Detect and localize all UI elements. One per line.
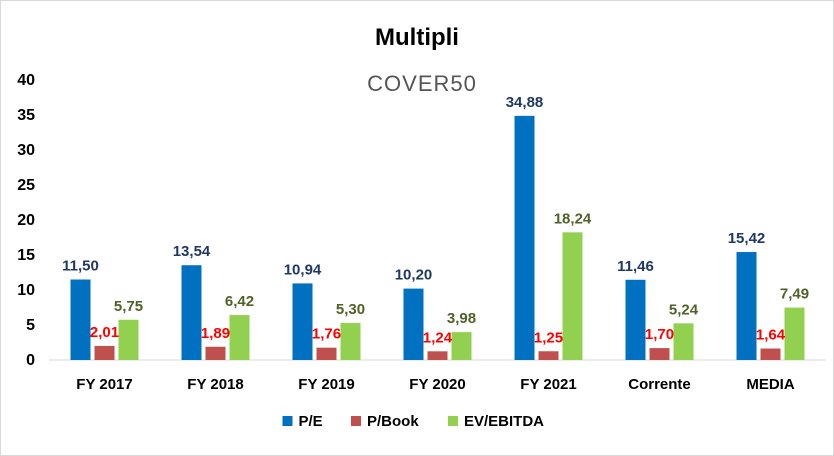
data-label: 1,89 (201, 325, 230, 342)
data-label: 1,25 (534, 329, 563, 346)
data-label: 5,30 (336, 301, 365, 318)
data-label: 18,24 (554, 210, 592, 227)
bar (760, 348, 781, 360)
x-tick-label: FY 2017 (76, 376, 132, 393)
legend-swatch (282, 416, 293, 426)
data-label: 7,49 (780, 286, 809, 303)
y-tick-label: 5 (26, 317, 35, 334)
x-tick-label: FY 2021 (520, 376, 576, 393)
bars (70, 115, 805, 360)
data-label: 15,42 (728, 230, 766, 247)
legend-label: P/E (299, 413, 323, 430)
x-tick-label: FY 2018 (187, 376, 243, 393)
bar (205, 346, 226, 360)
data-label: 2,01 (90, 324, 119, 341)
y-tick-label: 25 (17, 177, 35, 194)
bar (625, 279, 646, 360)
watermark-logo: COVER50 (367, 71, 477, 96)
bar (427, 351, 448, 360)
bar (340, 322, 361, 360)
bar (70, 279, 91, 360)
y-tick-label: 20 (17, 212, 35, 229)
y-tick-label: 15 (17, 247, 35, 264)
x-tick-label: FY 2020 (409, 376, 465, 393)
bar (181, 265, 202, 360)
data-label: 11,50 (62, 258, 99, 275)
legend: P/E P/Book EV/EBITDA (282, 413, 544, 430)
y-tick-label: 30 (17, 142, 35, 159)
legend-label: EV/EBITDA (464, 413, 544, 430)
y-axis: 0 5 10 15 20 25 30 35 40 (17, 72, 35, 369)
bar (784, 307, 805, 360)
bar (673, 323, 694, 360)
bar (736, 252, 757, 360)
x-tick-label: Corrente (628, 376, 691, 393)
bar (292, 283, 313, 360)
data-label: 34,88 (506, 94, 544, 111)
data-label: 10,20 (395, 267, 433, 284)
y-tick-label: 0 (26, 352, 35, 369)
data-labels: 11,50 13,54 10,94 10,20 34,88 11,46 15,42 2,01 1… (62, 94, 809, 346)
data-label: 10,94 (284, 261, 322, 278)
x-tick-label: MEDIA (746, 376, 795, 393)
legend-label: P/Book (367, 413, 419, 430)
y-tick-label: 10 (17, 282, 35, 299)
x-axis: FY 2017 FY 2018 FY 2019 FY 2020 FY 2021 Corre… (49, 359, 826, 393)
data-label: 11,46 (617, 258, 654, 275)
data-label: 5,24 (669, 301, 699, 318)
bar (514, 115, 535, 360)
bar (562, 232, 583, 360)
bar (403, 288, 424, 360)
bar (451, 332, 472, 360)
bar (316, 347, 337, 360)
data-label: 1,76 (312, 326, 341, 343)
bar (229, 315, 250, 360)
data-label: 1,70 (645, 326, 674, 343)
data-label: 3,98 (447, 310, 476, 327)
chart-title: Multipli (375, 24, 459, 51)
y-tick-label: 40 (17, 72, 35, 89)
y-tick-label: 35 (17, 107, 35, 124)
data-label: 6,42 (225, 293, 254, 310)
data-label: 1,24 (423, 329, 453, 346)
legend-swatch (448, 416, 458, 426)
legend-swatch (351, 416, 361, 426)
data-label: 1,64 (756, 327, 786, 344)
bar (118, 319, 139, 360)
data-label: 5,75 (114, 298, 143, 315)
bar (649, 348, 670, 360)
data-label: 13,54 (173, 243, 211, 260)
bar (538, 351, 559, 360)
x-tick-label: FY 2019 (298, 376, 354, 393)
bar (94, 345, 115, 360)
